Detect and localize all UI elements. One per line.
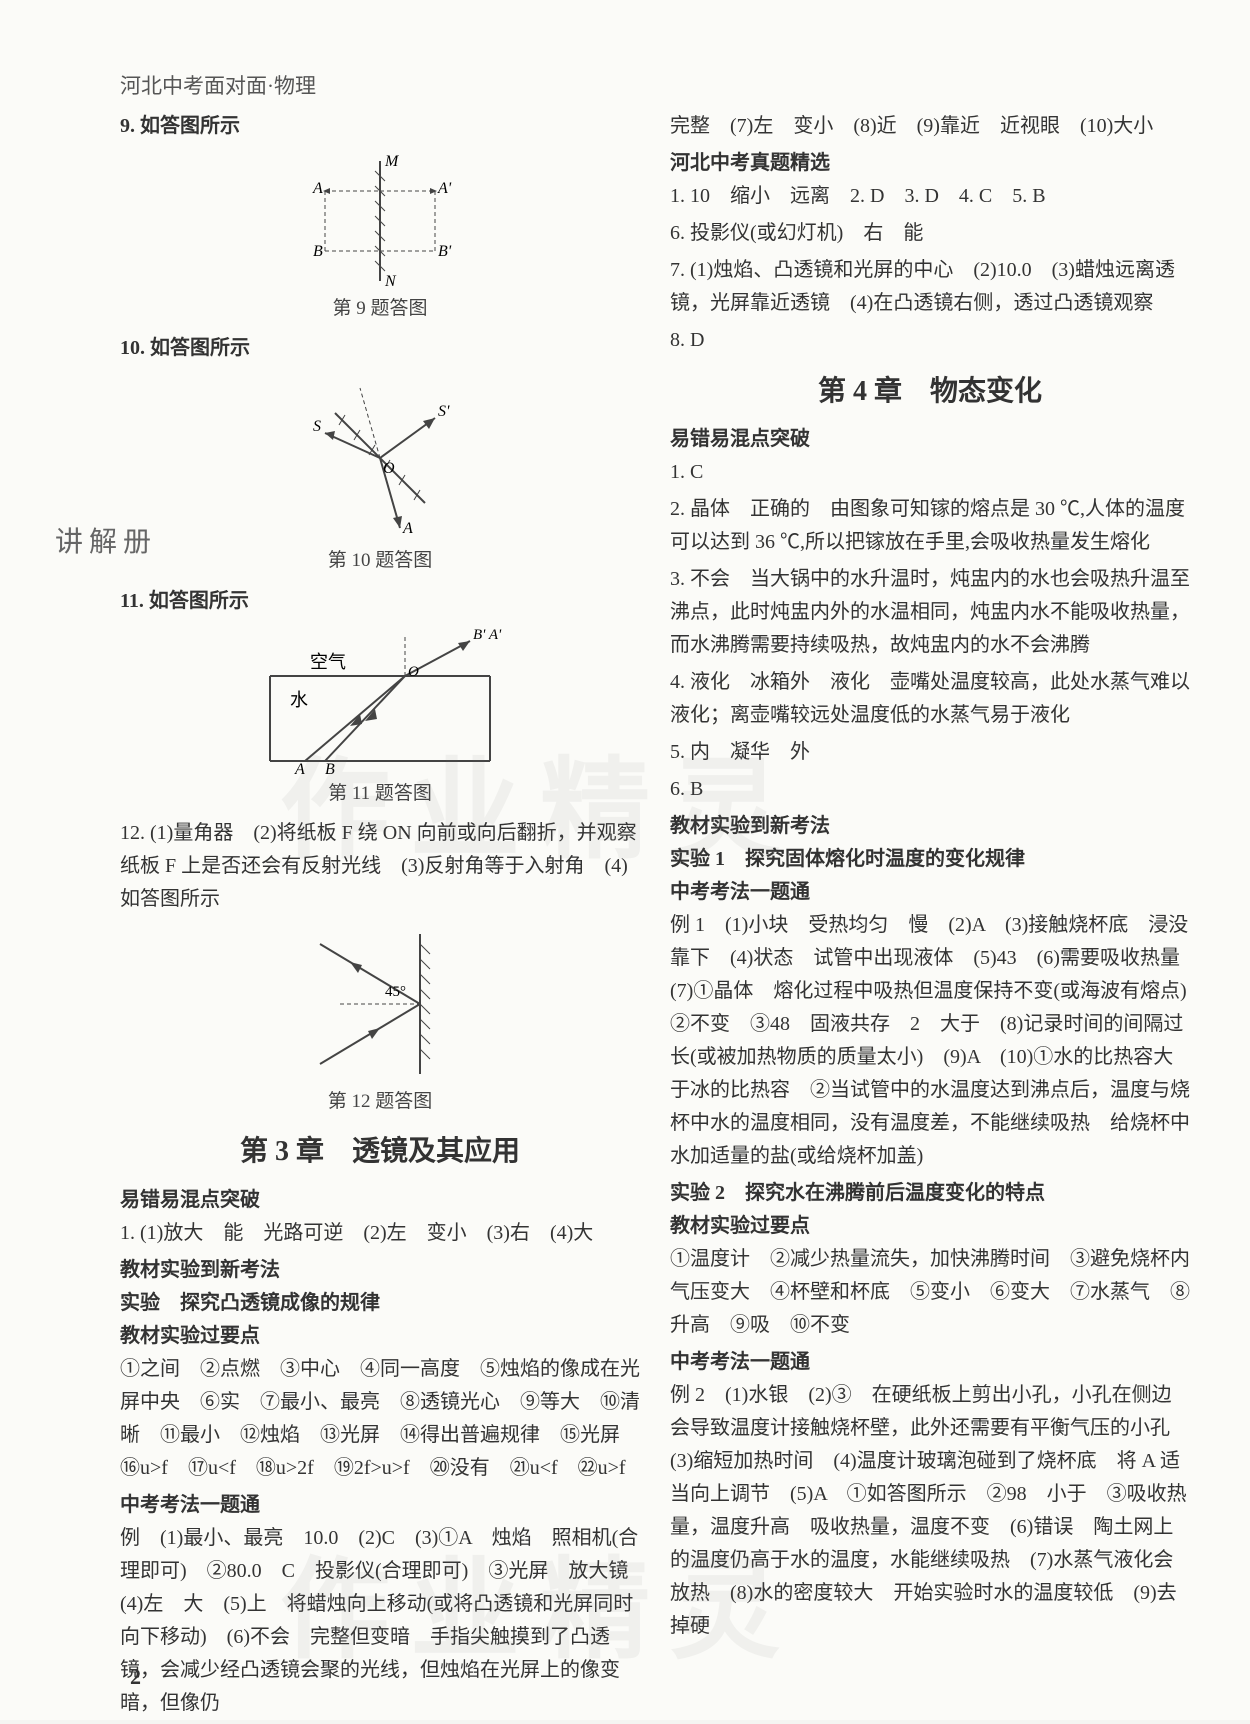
q11-label: 11. 如答图所示 — [120, 585, 640, 618]
r4-6: 6. B — [670, 773, 1190, 806]
sec-r1: 河北中考真题精选 — [670, 147, 1190, 180]
r4-2: 2. 晶体 正确的 由图象可知镓的熔点是 30 ℃,人体的温度可以达到 36 ℃… — [670, 493, 1190, 559]
svg-text:B' A': B' A' — [473, 627, 502, 643]
r4-ex1: 例 1 (1)小块 受热均匀 慢 (2)A (3)接触烧杯底 浸没 靠下 (4)… — [670, 909, 1190, 1173]
fig11-caption: 第 11 题答图 — [120, 778, 640, 809]
ch3-points: ①之间 ②点燃 ③中心 ④同一高度 ⑤烛焰的像成在光屏中央 ⑥实 ⑦最小、最亮 … — [120, 1353, 640, 1485]
svg-text:A: A — [312, 180, 323, 197]
figure-10: S S' A O 第 10 题答图 — [120, 373, 640, 576]
r4-3: 3. 不会 当大锅中的水升温时，炖盅内的水也会吸热升温至沸点，此时炖盅内外的水温… — [670, 563, 1190, 662]
svg-text:S: S — [313, 418, 321, 435]
two-column-layout: 9. 如答图所示 M N — [120, 110, 1190, 1724]
q10-label: 10. 如答图所示 — [120, 332, 640, 365]
figure-9: M N A A' B — [120, 151, 640, 324]
r4-points: ①温度计 ②减少热量流失，加快沸腾时间 ③避免烧杯内气压变大 ④杯壁和杯底 ⑤变… — [670, 1243, 1190, 1342]
svg-text:S': S' — [438, 403, 450, 420]
r4-5: 5. 内 凝华 外 — [670, 736, 1190, 769]
chapter-3-title: 第 3 章 透镜及其应用 — [120, 1129, 640, 1175]
page-header: 河北中考面对面·物理 — [120, 70, 1190, 100]
fig11-svg: 空气 水 B' A' A B O — [250, 626, 510, 776]
sec-4a: 易错易混点突破 — [670, 423, 1190, 456]
fig9-svg: M N A A' B — [305, 151, 455, 291]
svg-text:A: A — [402, 520, 413, 537]
sec-3d: 教材实验过要点 — [120, 1320, 640, 1353]
page: 讲解册 作业精灵 作业精灵 河北中考面对面·物理 9. 如答图所示 M N — [0, 0, 1250, 1720]
svg-text:B: B — [313, 243, 323, 260]
svg-text:N: N — [384, 273, 397, 290]
sec-3b: 教材实验到新考法 — [120, 1254, 640, 1287]
svg-text:水: 水 — [290, 690, 308, 710]
r4-4: 4. 液化 冰箱外 液化 壶嘴处温度较高，此处水蒸气难以液化；离壶嘴较远处温度低… — [670, 666, 1190, 732]
sec-4c: 实验 1 探究固体熔化时温度的变化规律 — [670, 843, 1190, 876]
sec-3a: 易错易混点突破 — [120, 1184, 640, 1217]
fig10-caption: 第 10 题答图 — [120, 545, 640, 576]
q9-label: 9. 如答图所示 — [120, 110, 640, 143]
r-cont: 完整 (7)左 变小 (8)近 (9)靠近 近视眼 (10)大小 — [670, 110, 1190, 143]
figure-12: 45° 第 12 题答图 — [120, 924, 640, 1117]
sec-3e: 中考考法一题通 — [120, 1489, 640, 1522]
side-booklet-label: 讲解册 — [55, 520, 157, 640]
q12-text: 12. (1)量角器 (2)将纸板 F 绕 ON 向前或向后翻折，并观察纸板 F… — [120, 817, 640, 916]
svg-text:空气: 空气 — [310, 652, 346, 672]
side-label-text: 讲解册 — [55, 520, 157, 560]
chapter-4-title: 第 4 章 物态变化 — [670, 369, 1190, 415]
sec-4f: 教材实验过要点 — [670, 1210, 1190, 1243]
page-number: 2 — [130, 1664, 141, 1690]
svg-text:A: A — [294, 761, 305, 776]
ch3-q1: 1. (1)放大 能 光路可逆 (2)左 变小 (3)右 (4)大 — [120, 1217, 640, 1250]
svg-text:B: B — [325, 761, 335, 776]
r8: 8. D — [670, 324, 1190, 357]
sec-4b: 教材实验到新考法 — [670, 810, 1190, 843]
fig12-svg: 45° — [290, 924, 470, 1084]
left-column: 9. 如答图所示 M N — [120, 110, 640, 1724]
fig12-caption: 第 12 题答图 — [120, 1086, 640, 1117]
sec-4d: 中考考法一题通 — [670, 876, 1190, 909]
figure-11: 空气 水 B' A' A B O 第 11 题答图 — [120, 626, 640, 809]
sec-3c: 实验 探究凸透镜成像的规律 — [120, 1287, 640, 1320]
right-column: 完整 (7)左 变小 (8)近 (9)靠近 近视眼 (10)大小 河北中考真题精… — [670, 110, 1190, 1724]
r6: 6. 投影仪(或幻灯机) 右 能 — [670, 217, 1190, 250]
fig10-svg: S S' A O — [295, 373, 465, 543]
sec-4e: 实验 2 探究水在沸腾前后温度变化的特点 — [670, 1177, 1190, 1210]
r7: 7. (1)烛焰、凸透镜和光屏的中心 (2)10.0 (3)蜡烛远离透镜，光屏靠… — [670, 254, 1190, 320]
sec-4g: 中考考法一题通 — [670, 1346, 1190, 1379]
svg-text:B': B' — [438, 243, 452, 260]
svg-text:O: O — [383, 460, 395, 477]
svg-text:A': A' — [437, 180, 452, 197]
r4-ex2: 例 2 (1)水银 (2)③ 在硬纸板上剪出小孔，小孔在侧边会导致温度计接触烧杯… — [670, 1379, 1190, 1643]
svg-text:45°: 45° — [385, 984, 406, 1000]
svg-text:O: O — [408, 664, 419, 680]
r1: 1. 10 缩小 远离 2. D 3. D 4. C 5. B — [670, 180, 1190, 213]
ch3-example: 例 (1)最小、最亮 10.0 (2)C (3)①A 烛焰 照相机(合理即可) … — [120, 1522, 640, 1720]
fig9-caption: 第 9 题答图 — [120, 293, 640, 324]
svg-text:M: M — [384, 153, 400, 170]
r4-1: 1. C — [670, 456, 1190, 489]
